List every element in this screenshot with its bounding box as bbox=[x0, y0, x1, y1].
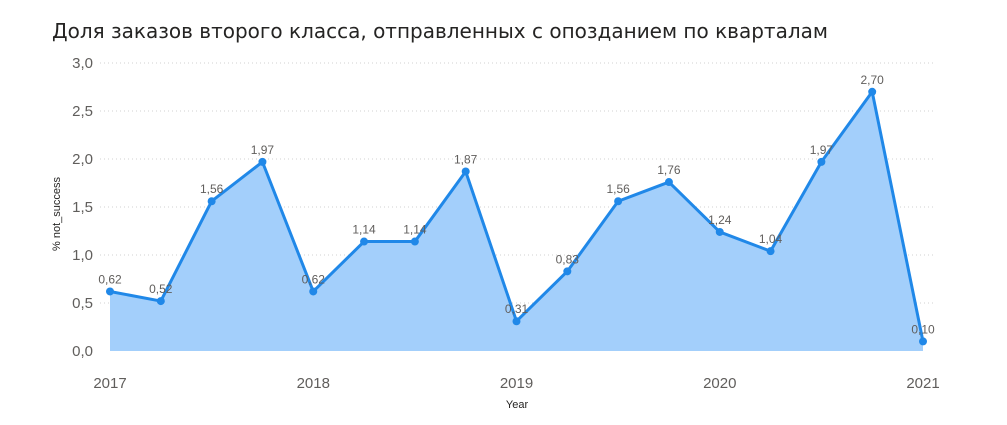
data-point bbox=[919, 337, 927, 346]
data-point bbox=[512, 317, 521, 326]
data-point bbox=[563, 267, 572, 276]
x-axis-ticks: 2017 2018 2019 2020 2021 bbox=[93, 375, 939, 392]
data-label: 1,56 bbox=[200, 182, 224, 196]
data-point bbox=[360, 237, 369, 246]
data-labels: 0,62 0,52 1,56 1,97 0,62 1,14 1,14 1,87 0,31 0,83… bbox=[98, 73, 935, 337]
y-axis-title: % not_success bbox=[51, 177, 63, 251]
x-tick-label: 2020 bbox=[703, 375, 736, 392]
data-label: 1,14 bbox=[352, 223, 376, 237]
y-tick-label: 1,5 bbox=[72, 199, 93, 216]
data-point bbox=[156, 297, 165, 306]
data-label: 1,24 bbox=[708, 213, 732, 227]
data-point bbox=[207, 197, 216, 206]
x-tick-label: 2021 bbox=[906, 375, 939, 392]
data-label: 0,62 bbox=[98, 272, 122, 286]
data-point bbox=[664, 178, 673, 187]
data-point bbox=[106, 287, 114, 296]
y-tick-label: 1,0 bbox=[72, 247, 93, 264]
chart-title: Доля заказов второго класса, отправленны… bbox=[52, 19, 828, 43]
data-point bbox=[410, 237, 419, 246]
data-label: 2,70 bbox=[861, 73, 885, 87]
series-area bbox=[110, 91, 923, 352]
data-point bbox=[258, 157, 267, 166]
x-tick-label: 2018 bbox=[297, 375, 330, 392]
y-axis-ticks: 0,0 0,5 1,0 1,5 2,0 2,5 3,0 bbox=[72, 55, 93, 360]
data-label: 1,14 bbox=[403, 223, 427, 237]
y-tick-label: 0,0 bbox=[72, 343, 93, 360]
data-point bbox=[766, 247, 775, 256]
data-label: 0,10 bbox=[911, 322, 935, 336]
data-label: 0,31 bbox=[505, 302, 529, 316]
data-point bbox=[614, 197, 623, 206]
y-tick-label: 0,5 bbox=[72, 295, 93, 312]
y-tick-label: 2,0 bbox=[72, 151, 93, 168]
y-tick-label: 2,5 bbox=[72, 103, 93, 120]
data-point bbox=[868, 87, 877, 96]
x-tick-label: 2017 bbox=[93, 375, 126, 392]
data-label: 0,83 bbox=[556, 252, 580, 266]
data-label: 0,62 bbox=[302, 272, 326, 286]
data-label: 1,76 bbox=[657, 163, 681, 177]
data-point bbox=[817, 157, 826, 166]
x-axis-title: Year bbox=[506, 399, 529, 411]
data-label: 1,87 bbox=[454, 152, 478, 166]
data-label: 1,97 bbox=[251, 143, 275, 157]
x-tick-label: 2019 bbox=[500, 375, 533, 392]
y-tick-label: 3,0 bbox=[72, 55, 93, 72]
data-point bbox=[461, 167, 470, 176]
data-label: 0,52 bbox=[149, 282, 173, 296]
data-label: 1,56 bbox=[606, 182, 630, 196]
data-label: 1,97 bbox=[810, 143, 834, 157]
data-label: 1,04 bbox=[759, 232, 783, 246]
data-point bbox=[715, 227, 724, 236]
data-points bbox=[106, 87, 927, 346]
data-point bbox=[309, 287, 318, 296]
